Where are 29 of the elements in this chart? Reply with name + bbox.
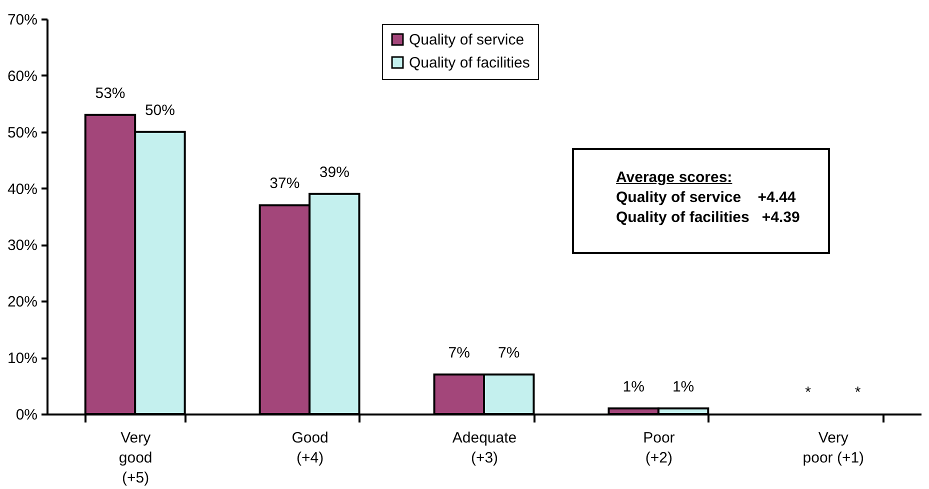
text: *: [805, 384, 811, 401]
data-label: 1%: [622, 378, 644, 396]
y-tick-label: 20%: [7, 294, 38, 311]
data-label: 50%: [144, 102, 175, 119]
y-tick-label: 0%: [16, 406, 38, 424]
legend-label: Quality of facilities: [409, 54, 530, 72]
data-label: 1%: [672, 378, 694, 396]
data-label: 7%: [448, 344, 470, 362]
annotation: Quality of service +4.44: [616, 188, 797, 208]
data-label: 53%: [95, 84, 126, 102]
annotation: Average scores:: [616, 168, 734, 188]
data-label: 37%: [270, 175, 300, 192]
y-tick-label: 10%: [7, 350, 38, 368]
y-tick-label: 50%: [7, 124, 38, 142]
text-box: Average scores: Quality of service +4.44 Quality of facilities +4.39: [572, 148, 830, 254]
x-tick-label: Very poor (+1): [802, 430, 864, 466]
y-tick-label: 40%: [7, 180, 38, 198]
data-label: 39%: [319, 164, 350, 181]
y-tick-label: 70%: [7, 12, 38, 28]
annotation: Quality of facilities +4.39: [616, 208, 801, 228]
data-label: 7%: [498, 344, 520, 362]
y-tick-label: 60%: [7, 68, 38, 85]
x-tick-label: Very good (+5): [118, 430, 152, 486]
x-tick-label: Adequate (+3): [452, 430, 517, 466]
x-tick-label: Poor (+2): [643, 430, 675, 466]
x-tick-label: Good (+4): [292, 430, 328, 466]
text: *: [854, 384, 861, 401]
legend-label: Quality of service: [409, 32, 524, 48]
y-tick-label: 30%: [7, 237, 38, 254]
